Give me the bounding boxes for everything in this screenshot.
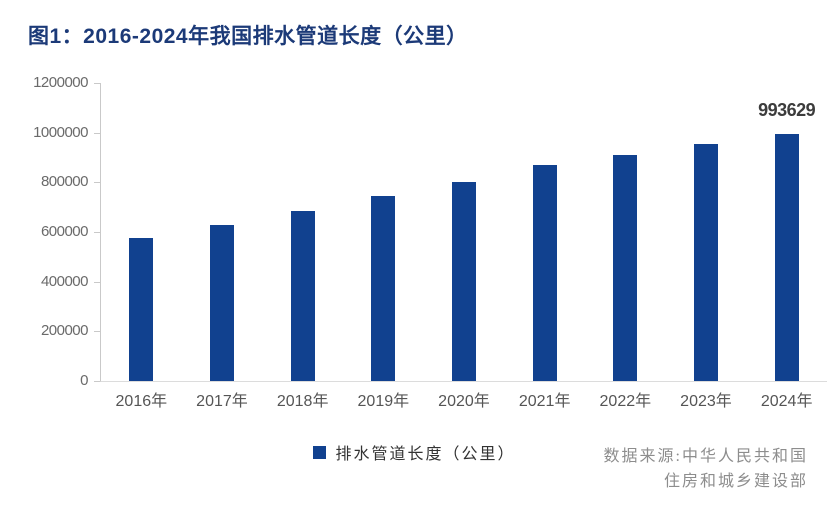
y-tick-mark [94, 381, 100, 382]
bar-2024年 [774, 134, 799, 381]
x-tick-label: 2020年 [438, 393, 490, 410]
x-tick-label: 2023年 [680, 393, 732, 410]
bar-2019年 [371, 196, 396, 381]
bar-column: 2020年 [424, 83, 505, 410]
legend-label: 排水管道长度（公里） [335, 446, 516, 463]
bar-2016年 [129, 237, 154, 381]
bar-column: 2019年 [343, 83, 424, 410]
plot-area: 2016年 2017年 2018年 2019年 2020年 2021年 2022年 2023年… [94, 83, 827, 410]
y-tick-label: 600000 [40, 223, 89, 240]
y-tick-mark [94, 182, 100, 184]
x-tick-label: 2021年 [518, 393, 571, 410]
data-source-line1: 数据来源:中华人民共和国 [603, 448, 808, 465]
bar-2022年 [613, 154, 638, 381]
y-tick-mark [94, 83, 100, 84]
bar-2018年 [290, 211, 315, 381]
bar-column: 2016年 [101, 83, 182, 410]
x-tick-label: 2016年 [115, 393, 168, 410]
y-tick-label: 200000 [40, 322, 89, 340]
y-tick-label: 0 [80, 372, 88, 389]
bar-2017年 [209, 224, 234, 381]
y-tick-label: 1000000 [33, 123, 88, 141]
bar-column: 2017年 [182, 83, 263, 410]
y-tick-label: 800000 [40, 173, 89, 191]
y-tick-label: 1200000 [33, 74, 88, 91]
x-tick-label: 2019年 [357, 393, 410, 410]
data-source-line2: 住房和城乡建设部 [663, 473, 808, 490]
y-tick-mark [94, 232, 100, 233]
bar-column: 2021年 [504, 83, 585, 410]
bar-2021年 [532, 164, 557, 381]
legend-swatch-icon [313, 445, 327, 459]
bar-2020年 [451, 181, 476, 381]
bar-column: 2023年 [666, 83, 747, 410]
y-tick-mark [94, 132, 100, 134]
bar-2023年 [693, 144, 718, 381]
y-tick-mark [94, 281, 100, 283]
bar-column: 993629 2024年 [746, 83, 827, 410]
chart-title: 图1：2016-2024年我国排水管道长度（公里） [28, 25, 468, 48]
bar-column: 2022年 [585, 83, 666, 410]
data-source: 数据来源:中华人民共和国 住房和城乡建设部 [604, 444, 808, 494]
y-axis: 0 200000 400000 600000 800000 1000000 1200000 [0, 74, 89, 389]
y-tick-mark [94, 331, 100, 333]
x-tick-label: 2024年 [760, 393, 813, 410]
y-tick-label: 400000 [40, 272, 89, 290]
x-tick-label: 2017年 [196, 393, 248, 410]
bar-value-label: 993629 [758, 100, 816, 121]
bar-column: 2018年 [262, 83, 343, 410]
x-tick-label: 2018年 [276, 393, 329, 410]
x-tick-label: 2022年 [599, 393, 652, 410]
